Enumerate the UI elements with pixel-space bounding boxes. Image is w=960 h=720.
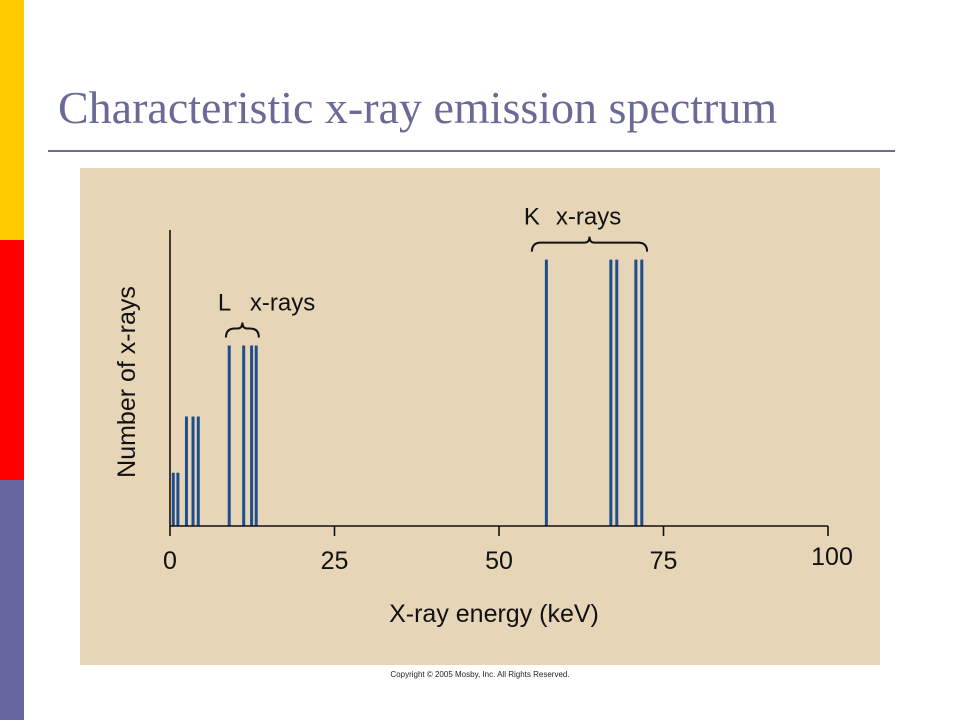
x-tick-label: 75 bbox=[650, 547, 678, 575]
emission-lines bbox=[171, 259, 644, 526]
accent-bar-red bbox=[0, 240, 24, 480]
annotation-letter: L bbox=[218, 289, 231, 316]
annotation-label: x-rays bbox=[250, 289, 315, 316]
copyright-notice: Copyright © 2005 Mosby, Inc. All Rights … bbox=[390, 670, 570, 679]
x-axis-label: X-ray energy (keV) bbox=[389, 600, 599, 628]
annotation-label: x-rays bbox=[556, 204, 621, 231]
slide-title: Characteristic x-ray emission spectrum bbox=[58, 82, 778, 133]
y-axis-label: Number of x-rays bbox=[113, 286, 141, 478]
x-tick-label: 50 bbox=[485, 547, 513, 575]
x-axis-ticks: 0 25 50 75 100 bbox=[163, 526, 853, 575]
title-divider bbox=[48, 150, 895, 152]
x-tick-label: 0 bbox=[163, 547, 177, 575]
accent-bar-slate bbox=[0, 480, 24, 720]
x-tick-label: 100 bbox=[811, 543, 853, 571]
accent-bar-yellow bbox=[0, 0, 24, 240]
figure-panel bbox=[80, 168, 880, 665]
annotation-brace bbox=[224, 322, 260, 338]
x-tick-label: 25 bbox=[321, 547, 349, 575]
annotation-letter: K bbox=[524, 204, 540, 231]
annotation-brace bbox=[530, 236, 649, 252]
